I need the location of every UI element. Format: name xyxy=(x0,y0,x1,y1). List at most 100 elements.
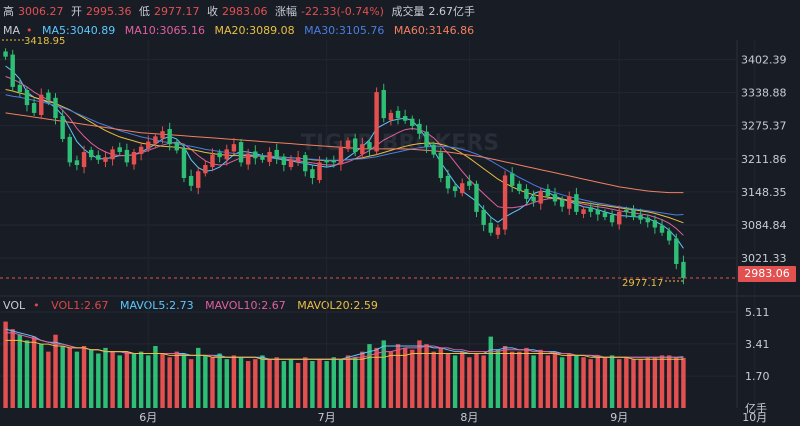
open-value: 2995.36 xyxy=(86,5,132,18)
candle-body xyxy=(659,225,665,233)
volume-bar xyxy=(324,361,329,408)
volume-bar xyxy=(460,351,465,408)
ma30-label: MA30:3105.76 xyxy=(304,24,385,37)
candle-body xyxy=(338,146,344,165)
volume-bar xyxy=(574,355,579,408)
candle-body xyxy=(196,171,201,188)
volume-bar xyxy=(631,359,636,408)
volume-bar xyxy=(666,355,672,408)
candle-body xyxy=(160,131,165,139)
volume-bar xyxy=(31,336,37,408)
ma-legend-title: MA xyxy=(3,24,21,37)
candle-body xyxy=(39,94,44,115)
vol-legend[interactable]: VOL • VOL1:2.67 MAVOL5:2.73 MAVOL10:2.67 … xyxy=(3,299,386,312)
candle-body xyxy=(74,160,80,165)
high-value: 3006.27 xyxy=(18,5,64,18)
volume-bar xyxy=(374,347,379,408)
candle-body xyxy=(203,165,208,174)
candle-body xyxy=(474,183,479,212)
low-label: 低 xyxy=(139,5,150,18)
candle-body xyxy=(224,149,229,160)
price-axis-tick: 3148.35 xyxy=(741,186,787,199)
volume-bar xyxy=(153,346,158,408)
volume-bar xyxy=(395,344,401,408)
candle-body xyxy=(367,142,372,150)
volume-bar xyxy=(488,336,493,408)
ma-legend[interactable]: MA • MA5:3040.89 MA10:3065.16 MA20:3089.0… xyxy=(3,24,480,37)
candle-body xyxy=(602,212,608,218)
candle-body xyxy=(495,227,501,235)
candle-body xyxy=(666,230,672,241)
candle-body xyxy=(124,149,130,163)
candle-body xyxy=(645,217,650,223)
candle-body xyxy=(395,110,401,119)
candle-body xyxy=(638,215,643,220)
candle-body xyxy=(288,159,294,168)
candle-body xyxy=(31,103,37,113)
candle-body xyxy=(10,54,15,87)
price-axis-tick: 3211.86 xyxy=(741,153,787,166)
volume-bar xyxy=(552,351,558,408)
volume-bar xyxy=(674,357,679,408)
candle-body xyxy=(631,209,636,218)
volume-axis-tick: 1.70 xyxy=(745,370,770,383)
candle-body xyxy=(103,157,108,162)
candle-body xyxy=(574,194,579,212)
volume-bar xyxy=(638,359,643,408)
volume-bar xyxy=(410,349,415,408)
volume-bar xyxy=(60,346,65,408)
change-value: -22.33(-0.74%) xyxy=(301,5,384,18)
volume-bar xyxy=(245,361,251,408)
vol1-label: VOL1:2.67 xyxy=(51,299,109,312)
mavol20-label: MAVOL20:2.59 xyxy=(297,299,378,312)
volume-bar xyxy=(467,357,472,408)
candle-body xyxy=(388,112,394,121)
volume-bar xyxy=(81,346,87,408)
candle-body xyxy=(67,136,72,163)
volume-bar xyxy=(310,361,315,408)
candle-body xyxy=(138,146,144,155)
candle-body xyxy=(417,123,422,134)
candle-body xyxy=(509,173,515,186)
candle-body xyxy=(424,131,429,147)
volume-bar xyxy=(502,346,508,408)
volume-bar xyxy=(88,349,94,408)
candle-body xyxy=(260,156,265,160)
volume-bar xyxy=(160,353,165,408)
volume-bar xyxy=(17,334,23,408)
volume-bar xyxy=(338,359,344,408)
candle-body xyxy=(681,261,686,279)
candle-body xyxy=(317,162,322,181)
volume-axis-tick: 5.11 xyxy=(745,306,770,319)
volume-bar xyxy=(602,357,608,408)
candle-body xyxy=(324,160,329,163)
candle-body xyxy=(467,181,472,186)
volume-bar xyxy=(659,355,665,408)
volume-bar xyxy=(495,349,501,408)
volume-bar xyxy=(402,347,408,408)
candle-body xyxy=(674,238,679,264)
ma10-label: MA10:3065.16 xyxy=(124,24,205,37)
candle-body xyxy=(245,153,251,165)
candle-body xyxy=(81,151,87,168)
volume-bar xyxy=(3,321,8,408)
candle-body xyxy=(46,92,51,100)
ma60-line xyxy=(5,112,684,194)
mavol20-line xyxy=(5,339,684,360)
mavol5-label: MAVOL5:2.73 xyxy=(119,299,194,312)
volume-bar xyxy=(452,355,458,408)
ma5-label: MA5:3040.89 xyxy=(42,24,116,37)
volume-bar xyxy=(295,362,301,408)
candle-body xyxy=(545,188,551,197)
volume-bar xyxy=(174,351,180,408)
volume-bar xyxy=(424,344,429,408)
candle-body xyxy=(431,144,436,155)
close-label: 收 xyxy=(207,5,218,18)
price-axis-tick: 3402.39 xyxy=(741,54,787,67)
volume-unit-label: 亿手 xyxy=(745,401,767,415)
candle-body xyxy=(581,209,586,214)
month-tick-label: 6月 xyxy=(139,411,157,424)
candle-body xyxy=(188,175,194,186)
